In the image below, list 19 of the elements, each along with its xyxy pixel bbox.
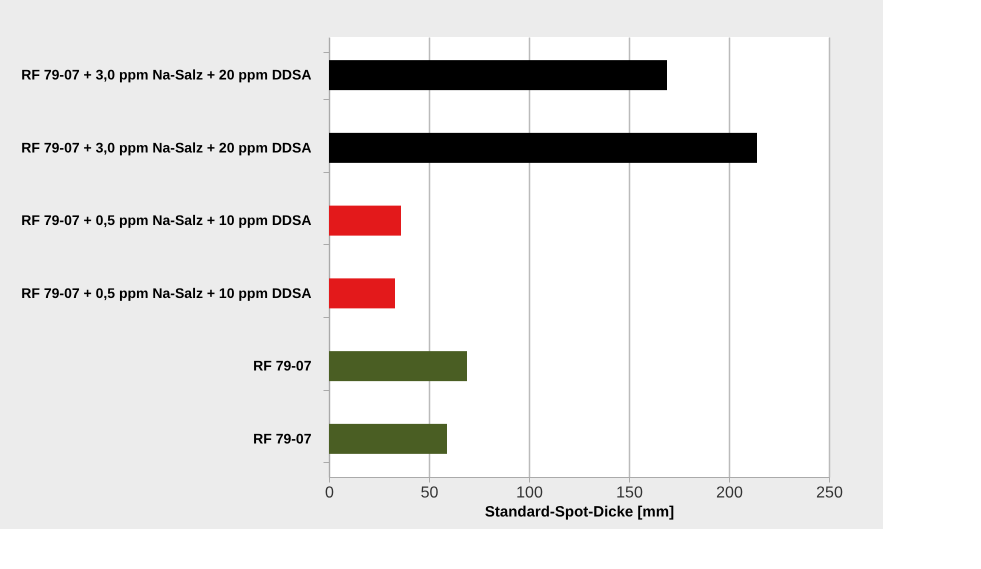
y-tick-label: RF 79-07 + 3,0 ppm Na-Salz + 20 ppm DDSA bbox=[21, 66, 312, 83]
y-tick-label: RF 79-07 + 0,5 ppm Na-Salz + 10 ppm DDSA bbox=[21, 212, 312, 228]
x-axis-title: Standard-Spot-Dicke [mm] bbox=[484, 504, 674, 520]
bar bbox=[329, 132, 757, 163]
x-tick-label: 150 bbox=[616, 484, 643, 502]
bar bbox=[329, 351, 467, 382]
x-tick-label: 50 bbox=[420, 484, 438, 502]
bar bbox=[329, 60, 667, 90]
x-tick-label: 200 bbox=[716, 484, 743, 502]
x-tick-label: 250 bbox=[816, 484, 843, 502]
bar bbox=[329, 206, 401, 236]
y-tick-label: RF 79-07 bbox=[253, 430, 312, 446]
x-tick-label: 100 bbox=[516, 484, 543, 502]
bar bbox=[329, 278, 395, 308]
y-tick-label: RF 79-07 + 3,0 ppm Na-Salz + 20 ppm DDSA bbox=[21, 139, 312, 156]
y-tick-label: RF 79-07 + 0,5 ppm Na-Salz + 10 ppm DDSA bbox=[21, 284, 312, 301]
bar bbox=[329, 424, 447, 454]
x-tick-label: 0 bbox=[325, 484, 334, 502]
y-tick-label: RF 79-07 bbox=[253, 358, 312, 374]
